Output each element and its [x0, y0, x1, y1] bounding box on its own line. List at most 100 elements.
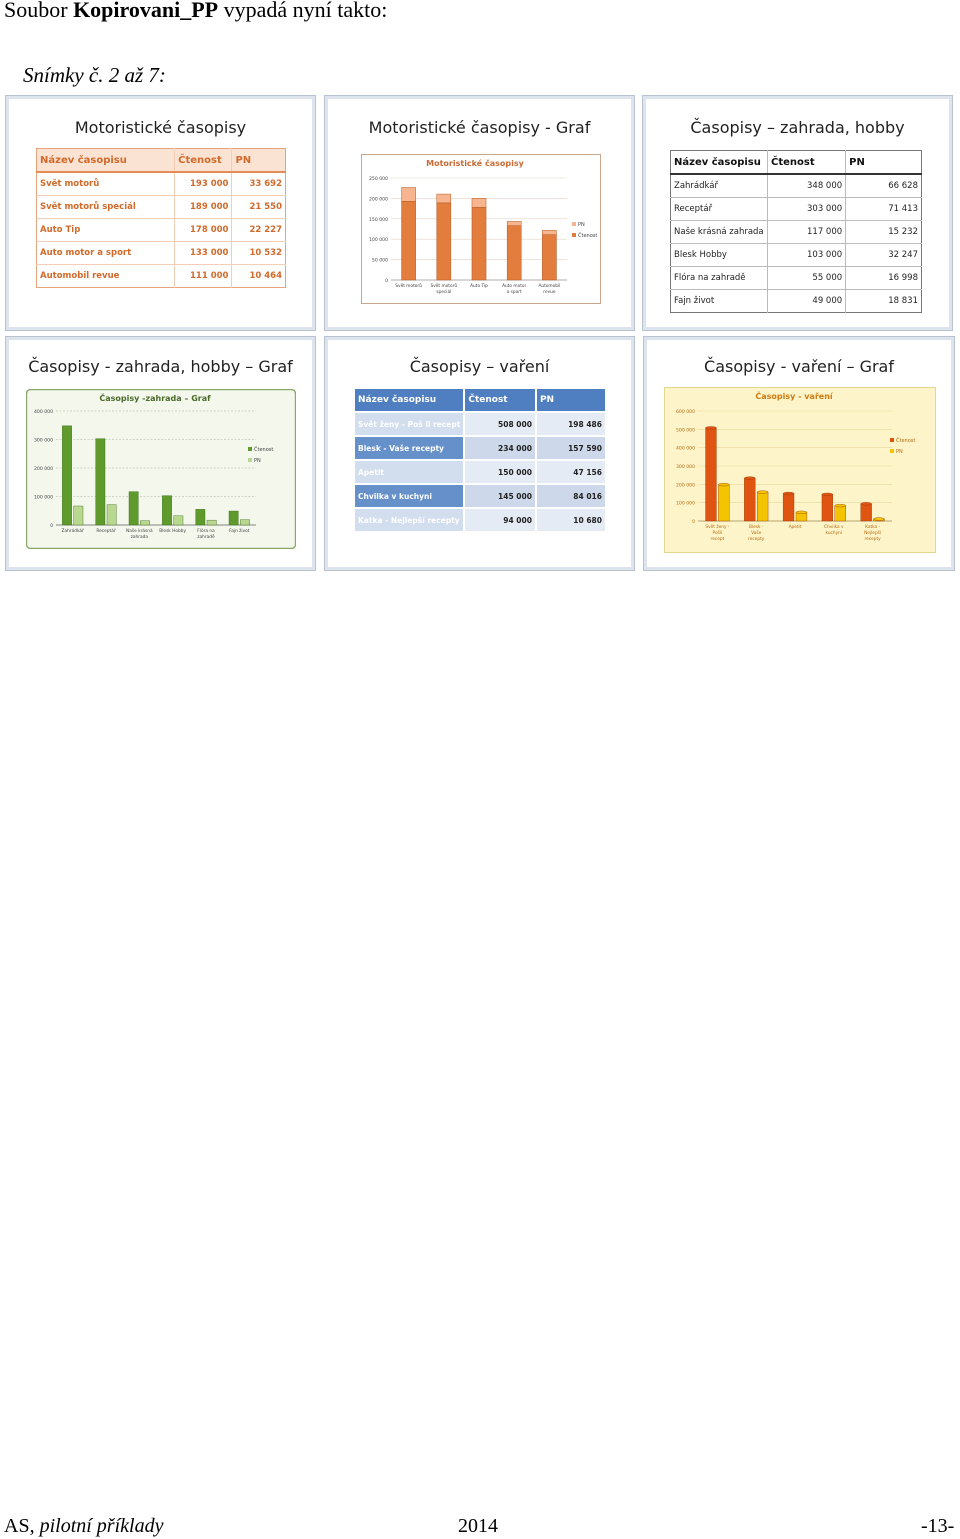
bar [471, 198, 487, 208]
legend-entry: PN [254, 458, 261, 464]
table-cell: 198 486 [534, 411, 605, 436]
x-tick-label: Svět motorů [395, 282, 422, 289]
table-cell: 150 000 [463, 459, 536, 484]
x-tick-label: recepty [864, 536, 881, 542]
y-tick-label: 400 000 [34, 409, 53, 415]
column-header: Název časopisu [36, 148, 175, 173]
table-cell: 49 000 [766, 289, 846, 313]
bar [195, 509, 206, 526]
table-row: Auto Tip 178 000 22 227 [36, 218, 286, 242]
table-cell: Katka - Nejlepší recepty [355, 507, 465, 531]
legend-swatch [248, 447, 252, 451]
column-header: PN [845, 150, 922, 175]
table-cell: Naše krásná zahrada [670, 220, 768, 244]
slide-6[interactable]: Časopisy - vaření – Graf Časopisy - vaře… [643, 336, 955, 571]
data-table: Název časopisu Čtenost PN Svět ženy - Poš l… [355, 389, 605, 531]
table-cell: 10 532 [231, 241, 286, 265]
legend-swatch [248, 458, 252, 462]
table-cell: 55 000 [766, 266, 846, 290]
table-cell: 47 156 [534, 459, 605, 484]
x-tick-label: Automobil [538, 283, 560, 289]
x-tick-label: zahrada [131, 534, 149, 540]
slides-caption: Snímky č. 2 až 7: [23, 63, 166, 87]
table-row: Zahrádkář 348 000 66 628 [670, 173, 922, 198]
bar-cap [744, 476, 756, 480]
table-cell: Flóra na zahradě [670, 266, 768, 290]
table-cell: 157 590 [534, 435, 605, 460]
slide-title: Časopisy - vaření – Graf [704, 357, 894, 376]
table-row: Svět motorů speciál 189 000 21 550 [36, 195, 286, 219]
bar [173, 515, 184, 526]
slide-1[interactable]: Motoristické časopisy Název časopisu Čten… [5, 95, 316, 331]
y-tick-label: 150 000 [369, 217, 388, 223]
slide-5[interactable]: Časopisy – vaření Název časopisu Čtenost P… [324, 336, 635, 571]
bar [73, 505, 84, 526]
column-header: Čtenost [463, 389, 536, 412]
table-cell: 111 000 [174, 264, 232, 288]
bar [240, 519, 250, 526]
table-cell: Auto Tip [36, 218, 175, 242]
x-tick-label: Vaše [751, 529, 761, 536]
bar [782, 493, 795, 522]
slide-2[interactable]: Motoristické časopisy - Graf Motoristick… [324, 95, 635, 331]
x-tick-label: kuchyni [825, 530, 842, 536]
y-tick-label: 200 000 [34, 466, 53, 472]
table-cell: 117 000 [766, 220, 846, 244]
intro-text: Soubor Kopirovani_PP vypadá nyní takto: [4, 0, 387, 23]
legend-entry: PN [578, 222, 585, 228]
chart-title: Časopisy -zahrada – Graf [99, 392, 211, 403]
footer-left: AS, pilotní příklady [4, 1515, 164, 1537]
legend-entry: Čtenost [578, 232, 597, 239]
x-tick-label: Auto Tip [470, 283, 488, 289]
y-tick-label: 200 000 [369, 196, 388, 202]
table-cell: Zahrádkář [670, 173, 768, 198]
table-header-row: Název časopisu Čtenost PN [36, 148, 286, 173]
table-cell: Apetit [355, 459, 465, 484]
bar [128, 491, 139, 526]
chart-vareni: Časopisy - vaření 0 100 000 200 000 300 000 4… [664, 387, 936, 553]
table-cell: 16 998 [845, 266, 922, 290]
x-tick-label: Flóra na [197, 527, 215, 534]
slide-4[interactable]: Časopisy - zahrada, hobby – Graf Časopis… [5, 336, 316, 571]
bar-cap [821, 492, 833, 497]
y-tick-label: 300 000 [676, 464, 695, 470]
table-cell: 234 000 [463, 435, 536, 460]
table-cell: 22 227 [231, 218, 286, 242]
table-cell: Blesk - Vaše recepty [355, 435, 465, 460]
bar-cap [873, 517, 885, 521]
table-cell: 84 016 [534, 483, 605, 508]
y-tick-label: 300 000 [34, 438, 53, 444]
x-tick-label: zahradě [197, 533, 215, 540]
x-tick-label: Pošli [713, 529, 723, 536]
bar-cap [860, 502, 872, 506]
filename: Kopirovani_PP [73, 0, 219, 22]
x-tick-label: Auto motor [502, 283, 526, 289]
table-row: Automobil revue 111 000 10 464 [36, 264, 286, 288]
table-cell: 133 000 [174, 241, 232, 265]
table-row: Blesk Hobby 103 000 32 247 [670, 243, 922, 267]
table-row: Chvilka v kuchyni 145 000 84 016 [355, 483, 605, 508]
table-row: Katka - Nejlepší recepty 94 000 10 680 [355, 507, 605, 531]
chart-background [664, 387, 936, 553]
footer-year: 2014 [458, 1515, 498, 1537]
table-row: Receptář 303 000 71 413 [670, 197, 922, 221]
legend-swatch [890, 438, 894, 442]
table-header-row: Název časopisu Čtenost PN [670, 150, 922, 175]
table-cell: 103 000 [766, 243, 846, 267]
y-tick-label: 0 [692, 519, 695, 525]
chart-motoristicke: Motoristické časopisy 0 50 000 100 000 150 0… [361, 154, 601, 304]
x-tick-label: Katka - [865, 524, 880, 530]
x-tick-label: Svět motorů [431, 282, 458, 289]
bar [834, 505, 846, 522]
table-row: Blesk - Vaše recepty 234 000 157 590 [355, 435, 605, 460]
bar [718, 484, 730, 522]
bar [860, 503, 872, 522]
table-cell: 66 628 [845, 173, 922, 198]
table-row: Fajn život 49 000 18 831 [670, 289, 922, 313]
x-tick-label: Zahrádkář [62, 527, 84, 534]
slide-3[interactable]: Časopisy – zahrada, hobby Název časopisu… [642, 95, 953, 331]
x-tick-label: recept [711, 536, 725, 542]
bar-cap [705, 426, 717, 430]
x-tick-label: speciál [436, 288, 451, 295]
bar [162, 495, 172, 526]
